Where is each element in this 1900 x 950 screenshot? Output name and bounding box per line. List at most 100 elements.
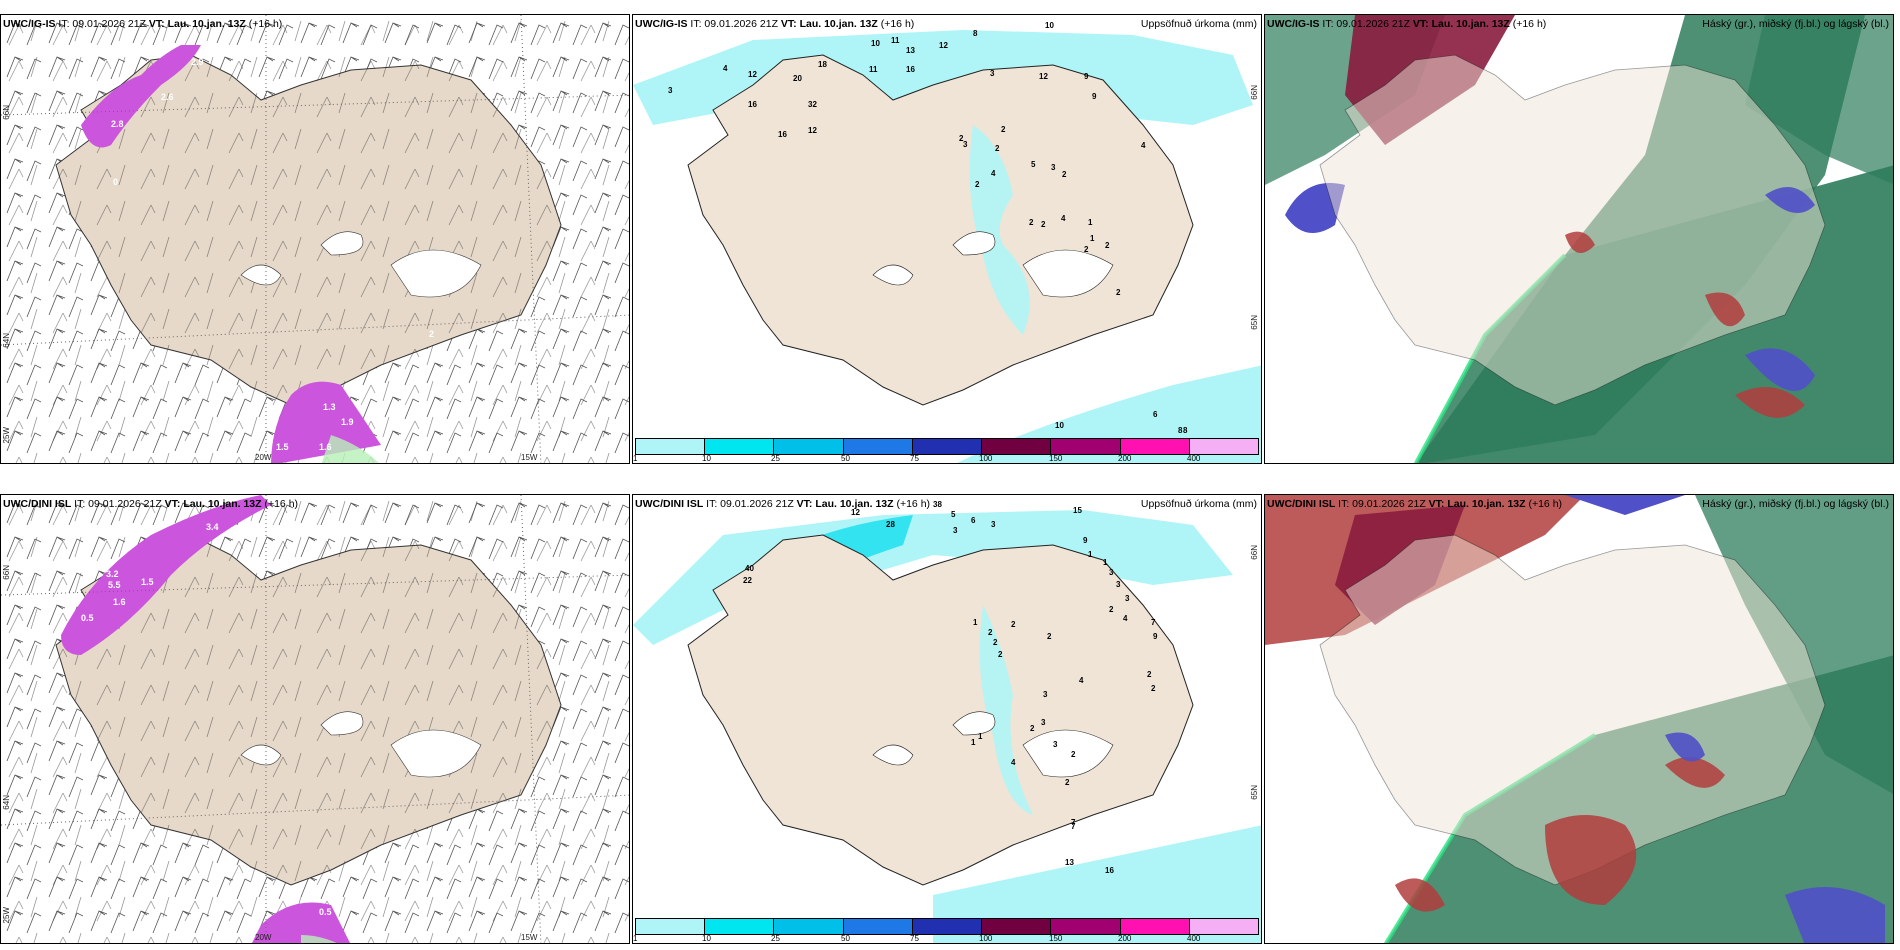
precip-value-label: 1 bbox=[973, 618, 978, 627]
precip-panel-dini: 12 28 38 5 6 3 3 15 9 1 1 3 3 3 4 2 2 22 40 1 2 2 2 2 7 9 2 2 4 3 3 2 1 1… bbox=[632, 494, 1262, 944]
precip-value-label: 2 bbox=[1084, 245, 1089, 254]
precip-value-label: 12 bbox=[808, 126, 817, 135]
precip-value-label: 4 bbox=[1123, 614, 1128, 623]
precip-value-label: 7 bbox=[1071, 818, 1076, 827]
precip-value-label: 10 bbox=[1045, 21, 1054, 30]
precip-value-label: 9 bbox=[1153, 632, 1158, 641]
lon-label: 15W bbox=[521, 453, 538, 462]
precip-value-label: 2 bbox=[1062, 170, 1067, 179]
precip-value-label: 2 bbox=[1151, 684, 1156, 693]
precip-value-label: 5 bbox=[1031, 160, 1036, 169]
wind-panel-dini: 3.4 3.2 5.5 1.5 1.6 0.5 0.5 UWC/DINI ISL… bbox=[0, 494, 630, 944]
cloud-map bbox=[1265, 495, 1893, 943]
lat-label: 66N bbox=[1250, 85, 1259, 100]
wind-label: 2.6 bbox=[161, 92, 174, 102]
wind-label: 3.2 bbox=[106, 569, 119, 579]
cloud-panel-ig: UWC/IG-IS IT: 09.01.2026 21Z VT: Lau. 10… bbox=[1264, 14, 1894, 464]
precip-value-label: 4 bbox=[1011, 758, 1016, 767]
lat-label: 66N bbox=[2, 105, 11, 120]
lon-label: 25W bbox=[2, 427, 11, 444]
precip-value-label: 16 bbox=[778, 130, 787, 139]
wind-map: 3.4 3.2 5.5 1.5 1.6 0.5 0.5 bbox=[1, 495, 629, 943]
panel-title: UWC/DINI ISL IT: 09.01.2026 21Z VT: Lau.… bbox=[3, 498, 299, 510]
precip-value-label: 10 bbox=[1055, 421, 1064, 430]
precip-value-label: 2 bbox=[993, 638, 998, 647]
wind-panel-ig: 2.9 2.8 2.6 0 1.3 1.9 1.5 1.6 2 UWC/IG-I… bbox=[0, 14, 630, 464]
cloud-map bbox=[1265, 15, 1893, 463]
precip-value-label: 3 bbox=[1043, 690, 1048, 699]
panel-title: UWC/IG-IS IT: 09.01.2026 21Z VT: Lau. 10… bbox=[1267, 18, 1547, 30]
precip-value-label: 4 bbox=[991, 169, 996, 178]
wind-label: 3.4 bbox=[206, 522, 219, 532]
precip-value-label: 2 bbox=[1065, 778, 1070, 787]
panel-title: UWC/DINI ISL IT: 09.01.2026 21Z VT: Lau.… bbox=[1267, 498, 1563, 510]
precip-value-label: 7 bbox=[1071, 822, 1076, 831]
precip-value-label: 5 bbox=[951, 510, 956, 519]
precip-value-label: 13 bbox=[1065, 858, 1074, 867]
precip-value-label: 2 bbox=[1047, 632, 1052, 641]
lat-label: 64N bbox=[2, 333, 11, 348]
precip-panel-ig: 3 4 12 16 18 20 32 16 12 10 11 13 12 11 16 8 3 10 12 9 9 2 3 2 2… bbox=[632, 14, 1262, 464]
precip-value-label: 2 bbox=[995, 144, 1000, 153]
precip-value-label: 7 bbox=[1151, 618, 1156, 627]
precip-title: Uppsöfnuð úrkoma (mm) bbox=[1140, 18, 1257, 30]
precip-value-label: 2 bbox=[1030, 724, 1035, 733]
precip-value-label: 2 bbox=[1001, 125, 1006, 134]
precip-value-label: 15 bbox=[1073, 506, 1082, 515]
wind-label: 0.5 bbox=[319, 907, 332, 917]
precip-value-label: 8 bbox=[1183, 426, 1188, 435]
panel-title: UWC/IG-IS IT: 09.01.2026 21Z VT: Lau. 10… bbox=[3, 18, 283, 30]
precip-value-label: 6 bbox=[1153, 410, 1158, 419]
precip-map bbox=[633, 30, 1261, 463]
precip-value-label: 1 bbox=[1088, 550, 1093, 559]
precip-value-label: 3 bbox=[990, 69, 995, 78]
precip-value-label: 2 bbox=[988, 628, 993, 637]
precip-value-label: 2 bbox=[1071, 750, 1076, 759]
cloud-title: Háský (gr.), miðský (fj.bl.) og lágský (… bbox=[1702, 498, 1889, 510]
precip-value-label: 4 bbox=[1079, 676, 1084, 685]
wind-label: 2.8 bbox=[111, 119, 124, 129]
lon-label: 15W bbox=[521, 933, 538, 942]
precip-value-label: 2 bbox=[1147, 670, 1152, 679]
wind-label: 1.5 bbox=[141, 577, 154, 587]
precip-value-label: 22 bbox=[743, 576, 752, 585]
wind-label: 1.3 bbox=[323, 402, 336, 412]
precip-value-label: 12 bbox=[939, 41, 948, 50]
lat-label: 66N bbox=[2, 565, 11, 580]
precip-value-label: 38 bbox=[933, 500, 942, 509]
precip-value-label: 1 bbox=[971, 738, 976, 747]
precip-value-label: 40 bbox=[745, 564, 754, 573]
colorbar bbox=[635, 918, 1259, 935]
precip-value-label: 3 bbox=[1116, 580, 1121, 589]
precip-value-label: 20 bbox=[793, 74, 802, 83]
precip-value-label: 2 bbox=[998, 650, 1003, 659]
precip-value-label: 3 bbox=[991, 520, 996, 529]
precip-value-label: 3 bbox=[668, 86, 673, 95]
precip-value-label: 1 bbox=[1088, 218, 1093, 227]
lat-label: 64N bbox=[2, 795, 11, 810]
precip-value-label: 13 bbox=[906, 46, 915, 55]
precip-value-label: 4 bbox=[723, 64, 728, 73]
wind-label: 0.5 bbox=[81, 613, 94, 623]
panel-title: UWC/DINI ISL IT: 09.01.2026 21Z VT: Lau.… bbox=[635, 498, 931, 510]
precip-value-label: 8 bbox=[1178, 426, 1183, 435]
precip-value-label: 12 bbox=[851, 508, 860, 517]
precip-value-label: 16 bbox=[906, 65, 915, 74]
precip-value-label: 3 bbox=[1125, 594, 1130, 603]
panel-title: UWC/IG-IS IT: 09.01.2026 21Z VT: Lau. 10… bbox=[635, 18, 915, 30]
precip-value-label: 4 bbox=[1061, 214, 1066, 223]
precip-value-label: 16 bbox=[1105, 866, 1114, 875]
precip-value-label: 3 bbox=[1051, 163, 1056, 172]
precip-value-label: 3 bbox=[963, 140, 968, 149]
precip-value-label: 9 bbox=[1092, 92, 1097, 101]
precip-value-label: 11 bbox=[869, 65, 878, 74]
precip-value-label: 2 bbox=[1116, 288, 1121, 297]
precip-value-label: 3 bbox=[1041, 718, 1046, 727]
lat-label: 65N bbox=[1250, 785, 1259, 800]
precip-value-label: 2 bbox=[1029, 218, 1034, 227]
wind-label: 0 bbox=[113, 177, 118, 187]
lat-label: 66N bbox=[1250, 545, 1259, 560]
lon-label: 25W bbox=[2, 907, 11, 924]
